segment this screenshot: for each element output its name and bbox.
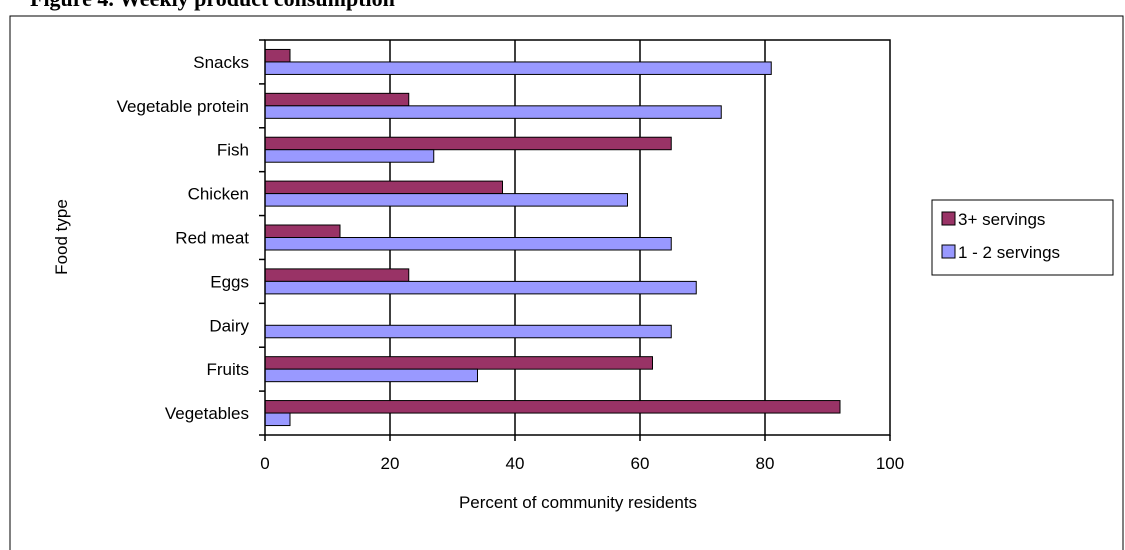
- y-tick-label: Red meat: [175, 229, 249, 248]
- y-tick-label: Vegetables: [165, 404, 249, 423]
- page-title: Figure 4. Weekly product consumption: [30, 0, 395, 12]
- bar: [264, 61, 772, 75]
- legend-swatch: [941, 244, 956, 259]
- y-tick-label: Fish: [217, 141, 249, 160]
- x-tick-label: 0: [260, 454, 269, 473]
- bar: [264, 180, 503, 195]
- x-axis: 0 20 40 60 80 100: [260, 435, 904, 473]
- x-axis-label: Percent of community residents: [459, 493, 697, 512]
- bar: [264, 324, 672, 339]
- bar: [264, 149, 435, 163]
- x-tick-label: 100: [876, 454, 904, 473]
- legend-label: 1 - 2 servings: [958, 243, 1060, 262]
- y-tick-label: Fruits: [207, 360, 250, 379]
- bar: [264, 237, 672, 251]
- x-tick-label: 20: [381, 454, 400, 473]
- x-tick-label: 60: [631, 454, 650, 473]
- y-axis: Snacks Vegetable protein Fish Chicken Red me…: [117, 39, 265, 436]
- y-tick-label: Snacks: [193, 53, 249, 72]
- y-tick-label: Dairy: [209, 316, 249, 335]
- legend-label: 3+ servings: [958, 210, 1045, 229]
- legend: 3+ servings 1 - 2 servings: [931, 199, 1114, 276]
- bars: [264, 48, 841, 427]
- bar: [264, 400, 841, 414]
- bar: [264, 48, 291, 63]
- bar: [264, 105, 722, 119]
- bar: [264, 368, 478, 383]
- y-tick-label: Vegetable protein: [117, 97, 249, 116]
- bar: [264, 268, 410, 282]
- x-tick-label: 80: [756, 454, 775, 473]
- bar: [264, 136, 672, 151]
- bar: [264, 224, 341, 238]
- bar: [264, 193, 628, 207]
- bar: [264, 356, 653, 370]
- bar: [264, 92, 410, 107]
- bar: [264, 412, 291, 427]
- bar: [264, 280, 697, 295]
- y-axis-label: Food type: [52, 199, 71, 275]
- y-tick-label: Chicken: [188, 185, 249, 204]
- x-tick-label: 40: [506, 454, 525, 473]
- y-tick-label: Eggs: [210, 272, 249, 291]
- legend-swatch: [941, 211, 956, 226]
- plot-border: [264, 39, 891, 436]
- legend-box: [931, 199, 1114, 276]
